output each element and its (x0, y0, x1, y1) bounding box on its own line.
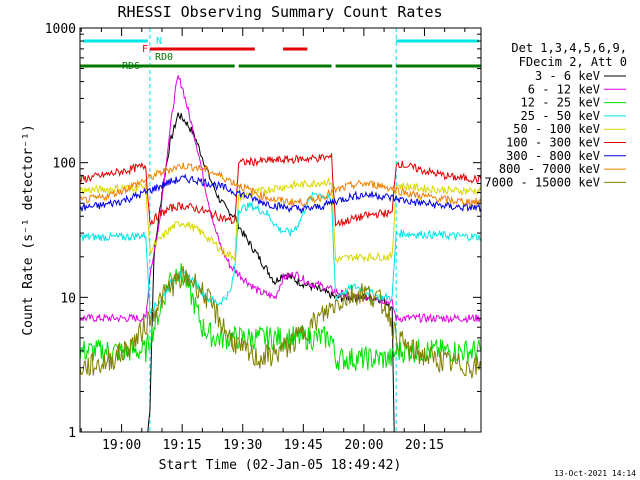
legend-entry-label: 100 - 300 keV (506, 136, 600, 150)
state-bars: NF RD0 RD6 (80, 36, 481, 72)
series-line (80, 153, 481, 227)
legend-entry-label: 800 - 7000 keV (499, 162, 600, 176)
x-tick-label: 19:15 (163, 438, 202, 453)
series-line (80, 265, 481, 379)
state-bar-label: N (156, 36, 162, 47)
legend-entry-label: 50 - 100 keV (513, 122, 600, 136)
legend-header: FDecim 2, Att 0 (519, 55, 627, 69)
legend-header: Det 1,3,4,5,6,9, (511, 41, 627, 55)
legend: Det 1,3,4,5,6,9,FDecim 2, Att 03 - 6 keV… (484, 41, 627, 189)
series-line (80, 75, 481, 324)
series-lines (80, 75, 481, 432)
axes: 19:00 19:15 19:30 19:45 20:00 20:15 1 10 100 1000 (45, 22, 481, 453)
y-axis-label: Count Rate (s⁻¹ detector⁻¹) (21, 124, 36, 335)
x-tick-label: 20:15 (405, 438, 444, 453)
series-line (80, 191, 481, 315)
y-tick-label: 1000 (45, 22, 76, 37)
legend-entry-label: 7000 - 15000 keV (484, 175, 600, 189)
chart-title: RHESSI Observing Summary Count Rates (117, 3, 442, 21)
y-tick-label: 1 (68, 426, 76, 441)
legend-entry-label: 25 - 50 keV (521, 109, 600, 123)
y-tick-label: 100 (53, 157, 76, 172)
footer-timestamp: 13-Oct-2021 14:14 (554, 469, 636, 478)
legend-entry-label: 300 - 800 keV (506, 149, 600, 163)
series-line (80, 263, 481, 371)
series-line (80, 173, 481, 214)
legend-entry-label: 12 - 25 keV (521, 96, 600, 110)
state-bar-label: F (142, 44, 148, 55)
series-line (80, 178, 481, 265)
x-tick-label: 19:00 (102, 438, 141, 453)
legend-entry-label: 6 - 12 keV (528, 82, 600, 96)
x-tick-label: 20:00 (344, 438, 383, 453)
plot-frame (79, 27, 482, 433)
x-tick-label: 19:30 (223, 438, 262, 453)
night-markers (80, 28, 481, 432)
state-bar-label: RD0 (155, 52, 173, 63)
x-axis-label: Start Time (02-Jan-05 18:49:42) (159, 458, 402, 473)
x-tick-label: 19:45 (284, 438, 323, 453)
state-bar-label: RD6 (122, 61, 140, 72)
y-tick-label: 10 (60, 291, 76, 306)
series-line (80, 162, 481, 207)
legend-entry-label: 3 - 6 keV (535, 69, 600, 83)
